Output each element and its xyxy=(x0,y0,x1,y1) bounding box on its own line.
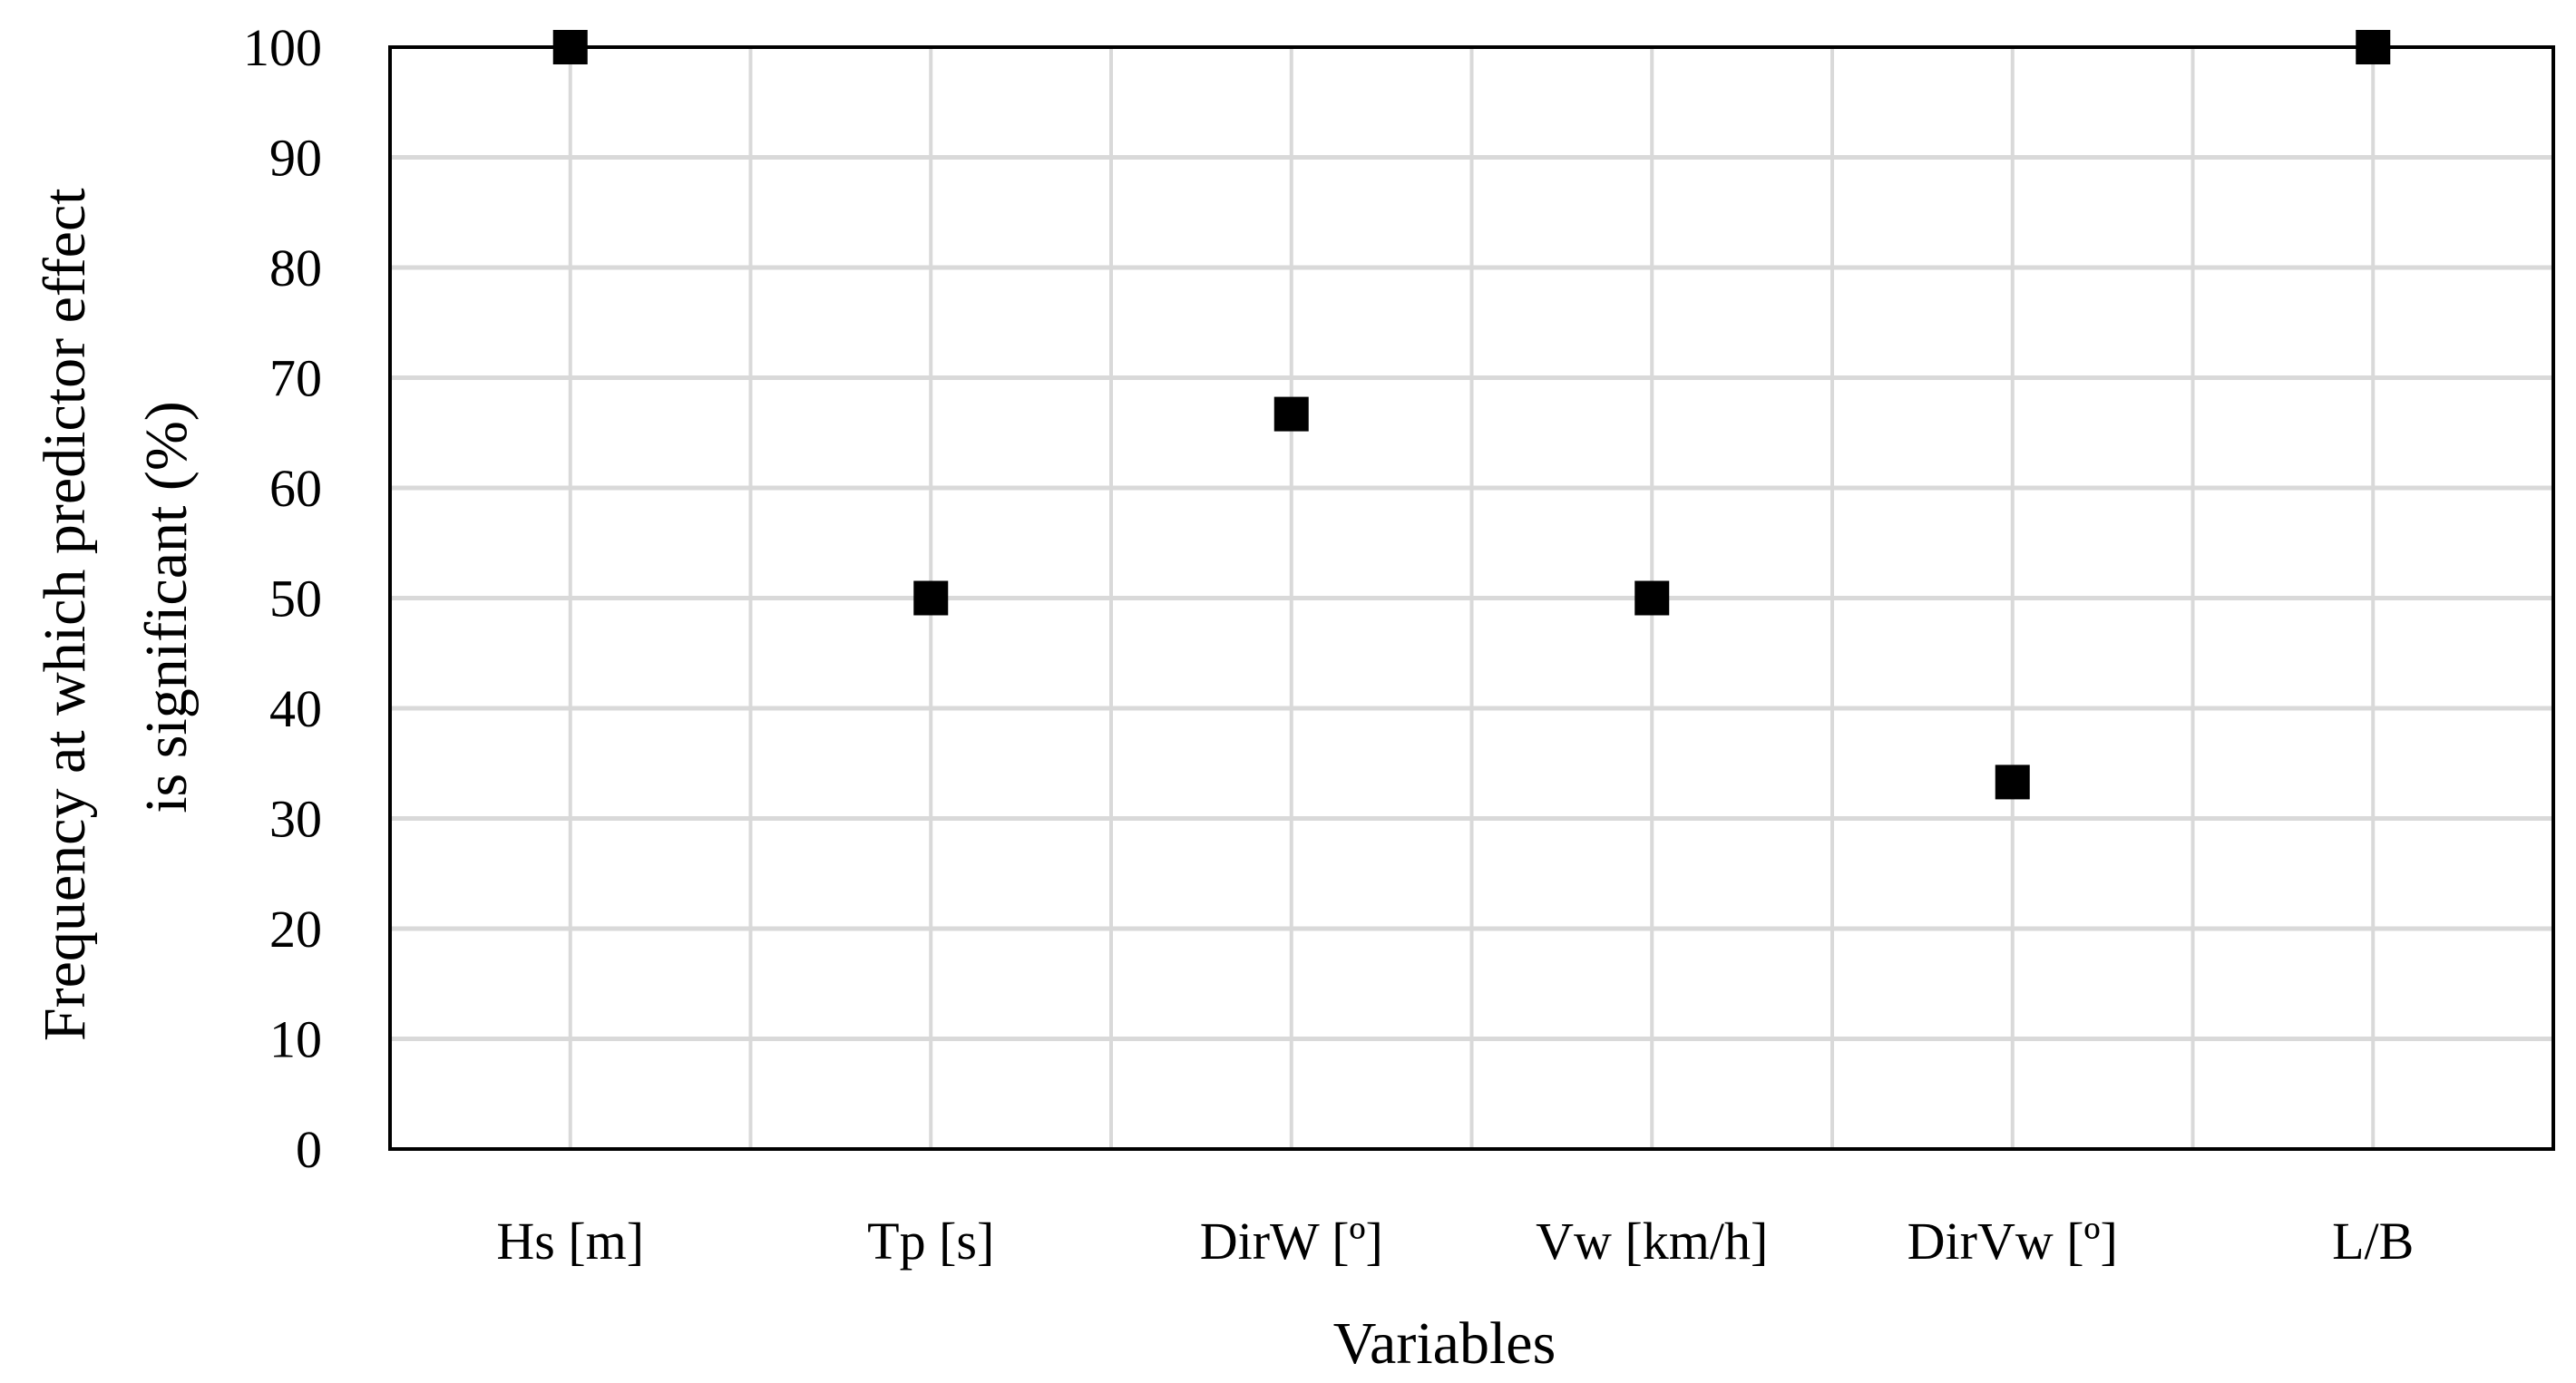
plot-area-frame xyxy=(388,45,2555,1151)
y-tick-label: 80 xyxy=(269,239,322,297)
y-tick-label: 40 xyxy=(269,679,322,738)
y-axis-title-line-1: Frequency at which predictor effect xyxy=(32,188,98,1041)
data-point-marker xyxy=(1995,765,2030,800)
y-tick-label: 70 xyxy=(269,349,322,408)
data-point-marker xyxy=(552,30,588,64)
y-tick-label: 10 xyxy=(269,1010,322,1069)
data-point-marker xyxy=(2356,30,2391,64)
y-tick-label: 50 xyxy=(269,570,322,628)
y-axis-title-line-2: is significant (%) xyxy=(133,401,200,813)
x-tick-label: Tp [s] xyxy=(867,1212,994,1271)
y-tick-label: 60 xyxy=(269,459,322,518)
x-tick-label: Vw [km/h] xyxy=(1536,1212,1768,1271)
y-axis-title: Frequency at which predictor effect is s… xyxy=(32,173,200,1041)
data-markers xyxy=(552,30,2391,800)
y-tick-label: 0 xyxy=(296,1120,322,1179)
x-tick-label: Hs [m] xyxy=(496,1212,644,1271)
x-tick-label: L/B xyxy=(2332,1212,2414,1271)
y-axis-tick-labels: 0 10 20 30 40 50 60 70 80 90 100 xyxy=(243,18,322,1179)
data-point-marker xyxy=(913,580,949,616)
x-tick-label: DirVw [º] xyxy=(1908,1212,2118,1271)
x-tick-label: DirW [º] xyxy=(1200,1212,1383,1271)
data-point-marker xyxy=(1634,580,1670,616)
data-point-marker xyxy=(1273,396,1309,432)
y-tick-label: 20 xyxy=(269,900,322,959)
y-tick-label: 30 xyxy=(269,790,322,849)
y-tick-label: 100 xyxy=(243,18,322,77)
x-axis-tick-labels: Hs [m] Tp [s] DirW [º] Vw [km/h] DirVw [º] L/… xyxy=(496,1212,2414,1271)
y-tick-label: 90 xyxy=(269,129,322,188)
grid-lines xyxy=(390,47,2553,1149)
x-axis-title: Variables xyxy=(1333,1310,1556,1377)
